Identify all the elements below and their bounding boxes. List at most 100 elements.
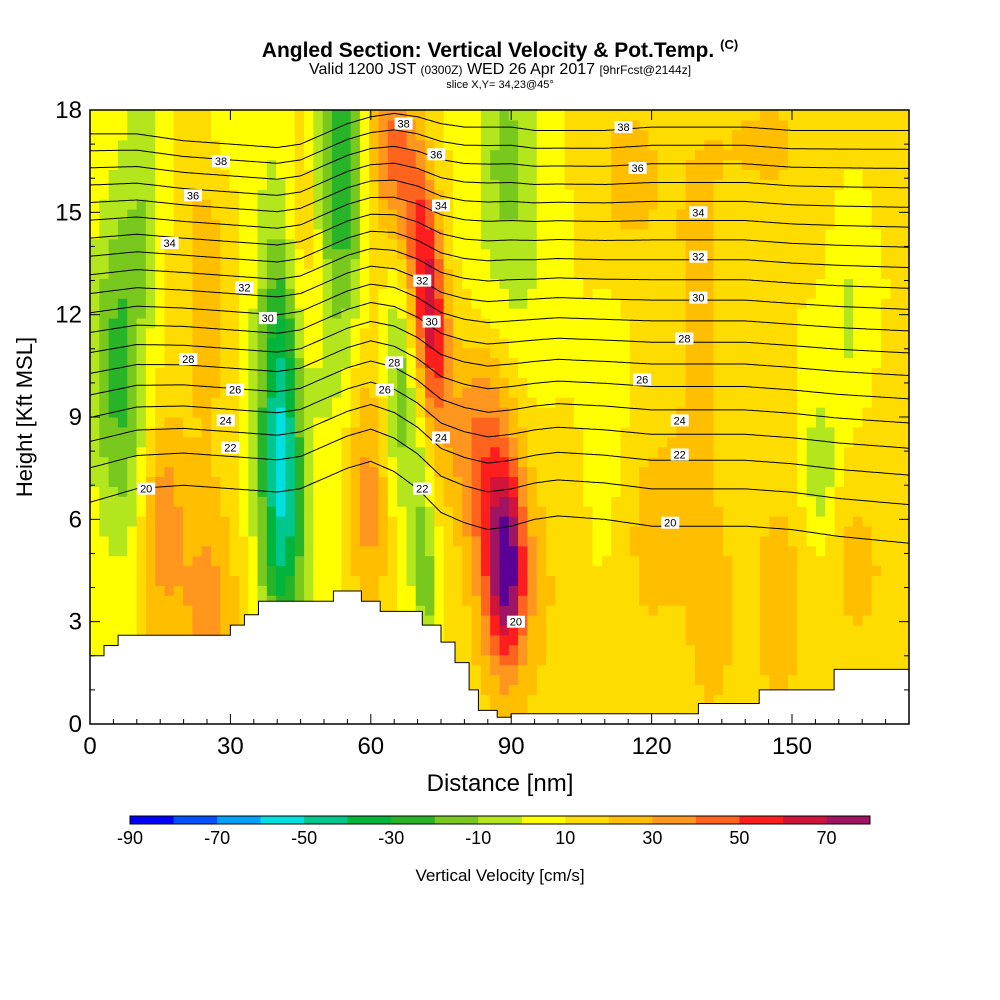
velocity-cell xyxy=(201,496,212,507)
velocity-cell xyxy=(127,535,138,547)
velocity-cell xyxy=(397,347,408,359)
velocity-cell xyxy=(220,169,231,180)
velocity-cell xyxy=(685,654,696,666)
velocity-cell xyxy=(750,367,761,378)
velocity-cell xyxy=(629,694,640,705)
velocity-cell xyxy=(108,575,119,586)
velocity-cell xyxy=(117,199,128,210)
velocity-cell xyxy=(648,189,659,200)
velocity-cell xyxy=(452,516,463,527)
velocity-cell xyxy=(601,169,612,180)
velocity-cell xyxy=(257,545,268,557)
velocity-cell xyxy=(527,624,538,636)
velocity-cell xyxy=(546,238,556,250)
velocity-cell xyxy=(760,317,770,329)
velocity-cell xyxy=(341,218,352,230)
velocity-cell xyxy=(639,466,650,478)
velocity-cell xyxy=(415,179,426,190)
velocity-cell xyxy=(629,535,640,547)
velocity-cell xyxy=(704,228,715,240)
velocity-cell xyxy=(294,456,305,468)
velocity-cell xyxy=(220,605,231,616)
velocity-cell xyxy=(611,674,622,685)
velocity-cell xyxy=(806,397,817,408)
velocity-cell xyxy=(778,397,789,408)
velocity-cell xyxy=(871,555,882,567)
velocity-cell xyxy=(601,377,612,388)
velocity-cell xyxy=(722,387,733,398)
velocity-cell xyxy=(145,347,156,359)
velocity-cell xyxy=(304,535,314,547)
velocity-cell xyxy=(183,565,193,577)
velocity-cell xyxy=(555,516,566,527)
velocity-cell xyxy=(452,179,463,190)
velocity-cell xyxy=(378,327,389,339)
velocity-cell xyxy=(685,516,696,527)
velocity-cell xyxy=(620,298,631,309)
velocity-cell xyxy=(155,179,166,190)
velocity-cell xyxy=(359,545,370,557)
velocity-cell xyxy=(732,565,743,577)
velocity-cell xyxy=(238,575,249,586)
velocity-cell xyxy=(304,278,314,289)
velocity-cell xyxy=(452,258,463,270)
velocity-cell xyxy=(322,179,333,190)
velocity-cell xyxy=(238,377,249,388)
velocity-cell xyxy=(611,407,622,418)
velocity-cell xyxy=(797,585,808,596)
velocity-cell xyxy=(741,238,752,250)
velocity-cell xyxy=(322,545,333,557)
velocity-cell xyxy=(657,308,668,319)
velocity-cell xyxy=(667,387,677,398)
velocity-cell xyxy=(145,565,156,577)
velocity-cell xyxy=(881,387,891,398)
velocity-cell xyxy=(788,397,798,408)
velocity-cell xyxy=(462,624,473,636)
velocity-cell xyxy=(490,476,501,487)
velocity-cell xyxy=(713,615,724,626)
velocity-cell xyxy=(741,535,752,547)
velocity-cell xyxy=(257,248,268,260)
velocity-cell xyxy=(657,595,668,606)
velocity-cell xyxy=(611,575,622,586)
velocity-cell xyxy=(555,624,566,636)
velocity-cell xyxy=(890,308,901,319)
velocity-cell xyxy=(862,258,873,270)
velocity-cell xyxy=(117,258,128,270)
velocity-cell xyxy=(815,654,826,666)
velocity-cell xyxy=(480,446,491,458)
velocity-cell xyxy=(173,278,184,289)
velocity-cell xyxy=(722,248,733,260)
velocity-cell xyxy=(359,288,370,299)
velocity-cell xyxy=(257,357,268,369)
velocity-cell xyxy=(443,555,454,567)
velocity-cell xyxy=(592,347,603,359)
velocity-cell xyxy=(238,476,249,487)
velocity-cell xyxy=(862,298,873,309)
velocity-cell xyxy=(713,317,724,329)
velocity-cell xyxy=(676,624,687,636)
velocity-cell xyxy=(853,535,864,547)
velocity-cell xyxy=(732,238,743,250)
velocity-cell xyxy=(518,605,529,616)
velocity-cell xyxy=(304,496,314,507)
velocity-cell xyxy=(825,615,836,626)
velocity-cell xyxy=(573,377,584,388)
velocity-cell xyxy=(518,486,529,497)
velocity-cell xyxy=(862,644,873,656)
velocity-cell xyxy=(536,674,547,685)
velocity-cell xyxy=(210,347,221,359)
velocity-cell xyxy=(639,634,650,646)
velocity-cell xyxy=(704,535,715,547)
velocity-cell xyxy=(238,436,249,448)
velocity-cell xyxy=(881,565,891,577)
velocity-cell xyxy=(164,357,175,369)
velocity-cell xyxy=(722,446,733,458)
velocity-cell xyxy=(890,476,901,487)
velocity-cell xyxy=(480,159,491,171)
velocity-cell xyxy=(387,466,398,478)
velocity-cell xyxy=(285,228,296,240)
velocity-cell xyxy=(387,397,398,408)
velocity-cell xyxy=(741,377,752,388)
